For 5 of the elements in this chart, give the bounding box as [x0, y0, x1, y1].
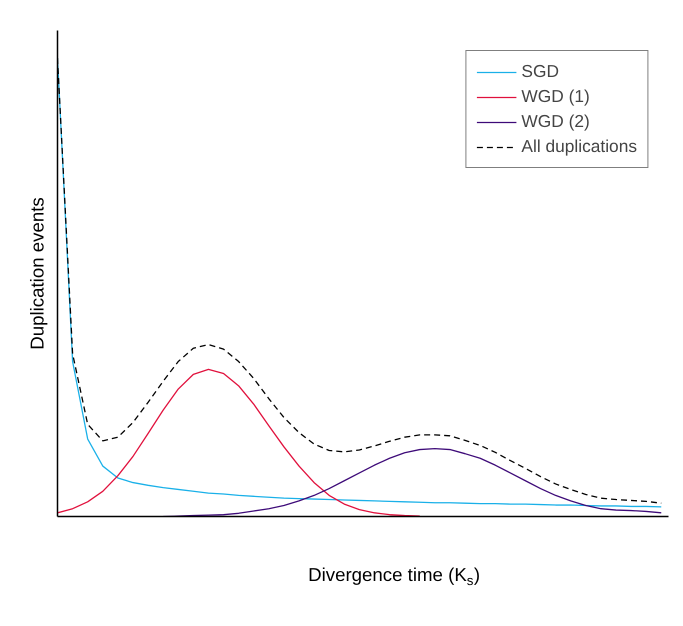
legend-label: WGD (2)	[521, 111, 590, 132]
y-axis-title: Duplication events	[26, 197, 48, 350]
legend-label: WGD (1)	[521, 86, 590, 107]
legend-label: All duplications	[521, 136, 637, 157]
legend-label: SGD	[521, 61, 559, 82]
